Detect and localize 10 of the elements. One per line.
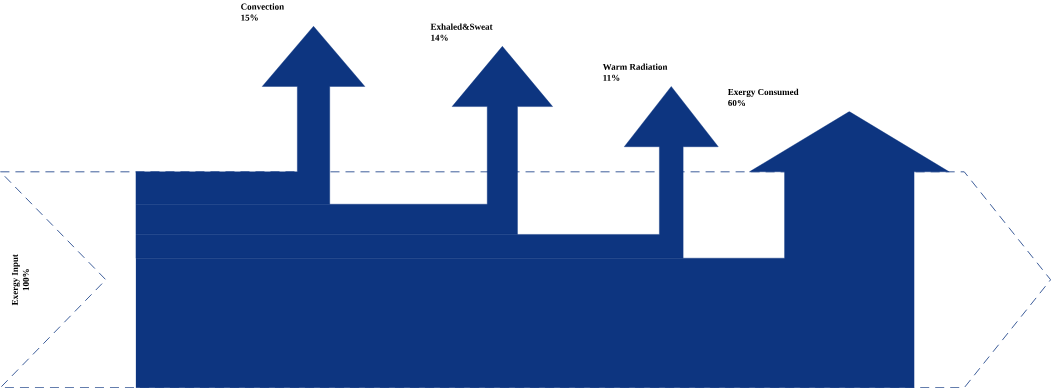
data-label: 11% (603, 74, 620, 81)
category-label: Convection (241, 3, 285, 10)
category-label: Exergy Consumed (728, 88, 799, 97)
category-label: Exergy Input (11, 254, 20, 306)
data-label: 100% (22, 269, 29, 291)
category-label: Warm Radiation (602, 63, 668, 70)
category-label: Exhaled&Sweat (430, 23, 493, 30)
data-label: 14% (431, 34, 448, 41)
data-label: 15% (241, 14, 258, 21)
data-label: 60% (728, 99, 745, 106)
